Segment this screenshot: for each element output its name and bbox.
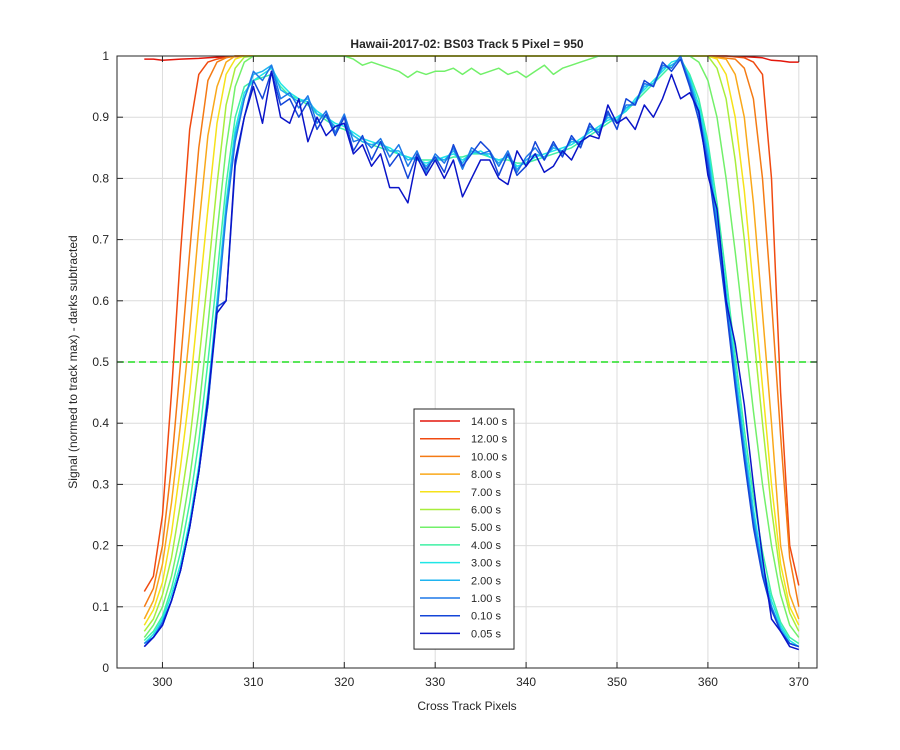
legend-box [413, 408, 515, 650]
legend-entry: 14.00 s [471, 416, 508, 428]
series-line [143, 55, 800, 638]
legend-entry: 10.00 s [471, 451, 508, 463]
legend-entry: 0.10 s [471, 611, 501, 623]
x-tick-label: 310 [243, 675, 263, 689]
y-axis-label: Signal (normed to track max) - darks sub… [66, 235, 80, 488]
chart-title: Hawaii-2017-02: BS03 Track 5 Pixel = 950 [350, 37, 583, 51]
series-line [143, 55, 800, 648]
y-tick-label: 0.7 [92, 233, 109, 247]
x-tick-label: 320 [334, 675, 354, 689]
legend-entry: 7.00 s [471, 487, 501, 499]
series-line [143, 58, 800, 648]
series-line [143, 70, 800, 651]
x-tick-label: 360 [698, 675, 718, 689]
y-tick-label: 0.5 [92, 355, 109, 369]
x-tick-label: 340 [516, 675, 536, 689]
y-tick-label: 0.1 [92, 600, 109, 614]
legend-entry: 12.00 s [471, 434, 508, 446]
y-tick-label: 0.2 [92, 539, 109, 553]
ticks: 300 310 320 330 340 350 360 370 0 0.1 0.2 0.3 0.4 0.5… [92, 49, 817, 689]
legend-entry: 5.00 s [471, 522, 501, 534]
legend-entry: 3.00 s [471, 558, 501, 570]
y-tick-label: 0.9 [92, 110, 109, 124]
legend-entry: 0.05 s [471, 628, 501, 640]
legend-entry: 4.00 s [471, 540, 501, 552]
x-tick-label: 370 [789, 675, 809, 689]
x-axis-label: Cross Track Pixels [417, 699, 516, 713]
legend: 14.00 s 12.00 s 10.00 s 8.00 s 7.00 s 6.00 s 5… [413, 408, 515, 650]
legend-entry: 8.00 s [471, 469, 501, 481]
y-tick-label: 0.3 [92, 477, 109, 491]
plot-area: 300 310 320 330 340 350 360 370 0 0.1 0.2 0.3 0.4 0.5… [92, 49, 818, 689]
legend-entry: 1.00 s [471, 593, 501, 605]
y-tick-label: 0.8 [92, 171, 109, 185]
y-tick-label: 0.4 [92, 416, 109, 430]
y-tick-label: 0 [102, 661, 109, 675]
x-tick-label: 330 [425, 675, 445, 689]
y-tick-label: 0.6 [92, 294, 109, 308]
y-tick-label: 1 [102, 49, 109, 63]
series-line [143, 58, 800, 648]
legend-entry: 6.00 s [471, 505, 501, 517]
x-tick-label: 300 [152, 675, 172, 689]
legend-items: 14.00 s 12.00 s 10.00 s 8.00 s 7.00 s 6.00 s 5… [420, 416, 508, 640]
legend-entry: 2.00 s [471, 575, 501, 587]
x-tick-label: 350 [607, 675, 627, 689]
